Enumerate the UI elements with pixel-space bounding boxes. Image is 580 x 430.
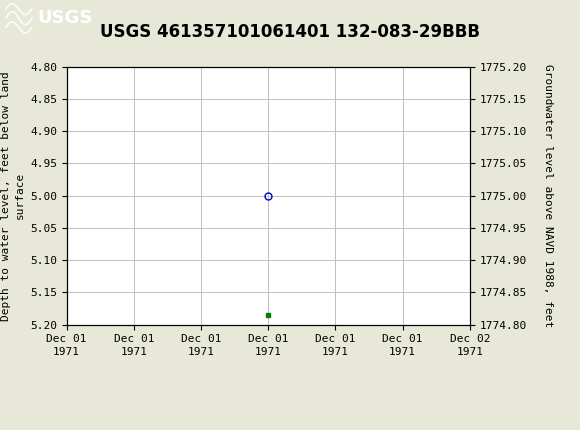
Y-axis label: Groundwater level above NAVD 1988, feet: Groundwater level above NAVD 1988, feet: [543, 64, 553, 327]
Text: USGS: USGS: [38, 9, 93, 27]
Y-axis label: Depth to water level, feet below land
surface: Depth to water level, feet below land su…: [1, 71, 24, 320]
Text: USGS 461357101061401 132-083-29BBB: USGS 461357101061401 132-083-29BBB: [100, 23, 480, 41]
